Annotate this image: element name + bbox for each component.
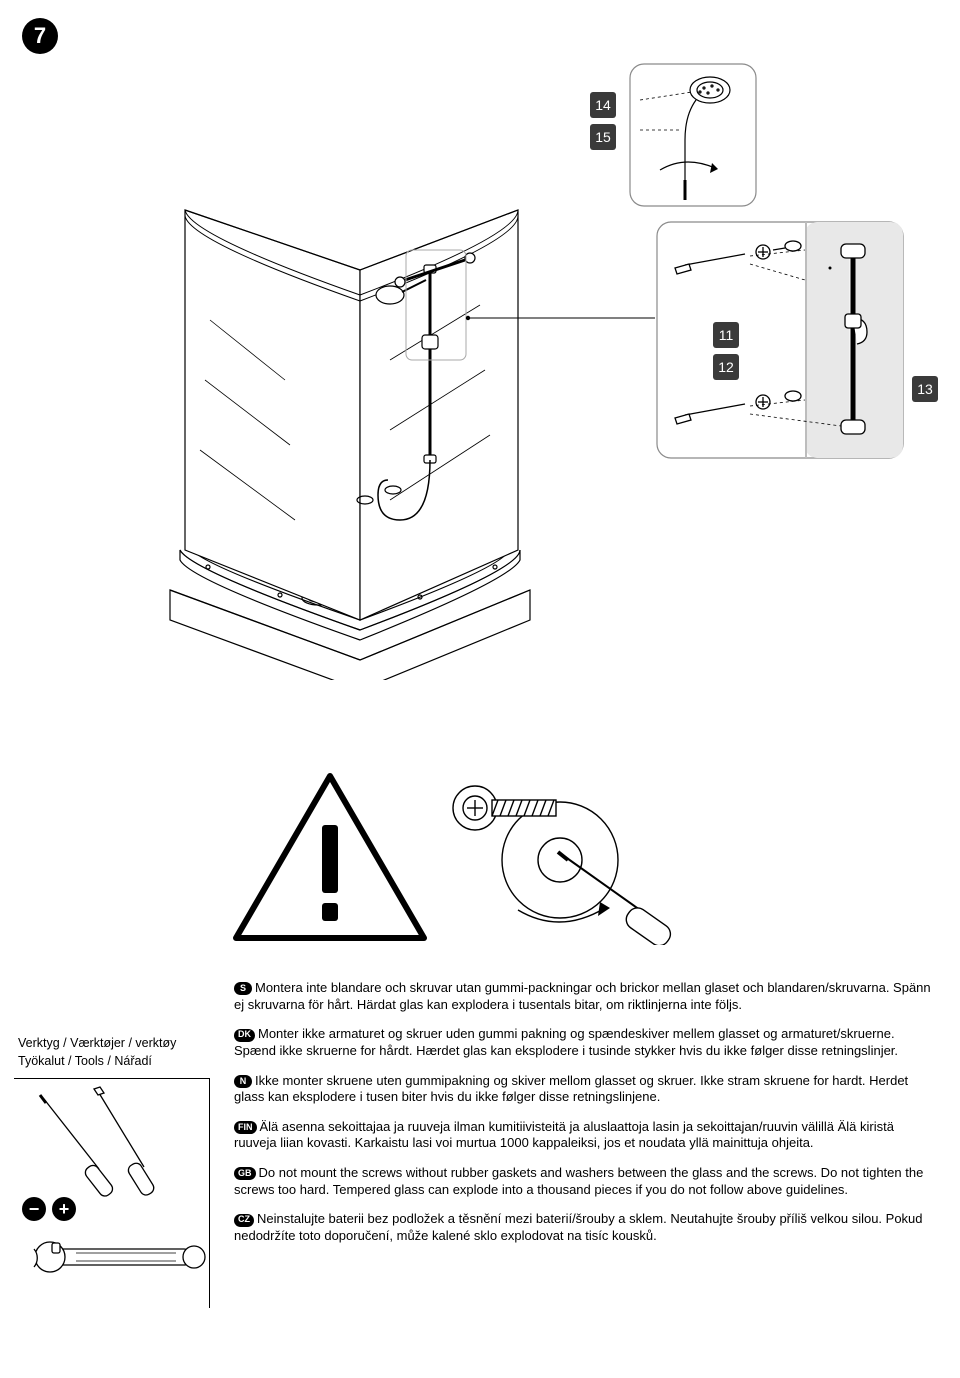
shower-cabin-illustration <box>130 120 550 680</box>
instruction-s-text: Montera inte blandare och skruvar utan g… <box>234 980 931 1012</box>
lang-pill-fin: FIN <box>234 1121 257 1134</box>
callout-15: 15 <box>590 124 616 150</box>
step-number-badge: 7 <box>22 18 58 54</box>
callout-13: 13 <box>912 376 938 402</box>
callout-14: 14 <box>590 92 616 118</box>
lang-pill-gb: GB <box>234 1167 256 1180</box>
detail-shower-head <box>600 60 760 210</box>
instructions-panel: SMontera inte blandare och skruvar utan … <box>234 980 934 1258</box>
tools-label: Verktyg / Værktøjer / verktøy Työkalut /… <box>14 1035 214 1078</box>
instruction-n: NIkke monter skruene uten gummipakning o… <box>234 1073 934 1106</box>
callout-12: 12 <box>713 354 739 380</box>
detail-rail-mount <box>655 220 905 460</box>
instruction-fin-text: Älä asenna sekoittajaa ja ruuveja ilman … <box>234 1119 894 1151</box>
tools-illustration <box>14 1079 210 1309</box>
instruction-dk: DKMonter ikke armaturet og skruer uden g… <box>234 1026 934 1059</box>
warning-row <box>230 770 710 950</box>
lang-pill-s: S <box>234 982 252 995</box>
instruction-gb-text: Do not mount the screws without rubber g… <box>234 1165 923 1197</box>
instruction-gb: GBDo not mount the screws without rubber… <box>234 1165 934 1198</box>
instruction-fin: FINÄlä asenna sekoittajaa ja ruuveja ilm… <box>234 1119 934 1152</box>
minus-icon: − <box>22 1197 46 1221</box>
warning-triangle-icon <box>230 770 430 945</box>
screwdriver-polarity: − + <box>22 1197 76 1221</box>
assembly-diagram: 14 15 <box>130 60 910 690</box>
instruction-s: SMontera inte blandare och skruvar utan … <box>234 980 934 1013</box>
callout-11: 11 <box>713 322 739 348</box>
instruction-dk-text: Monter ikke armaturet og skruer uden gum… <box>234 1026 898 1058</box>
tools-panel: Verktyg / Værktøjer / verktøy Työkalut /… <box>14 1035 214 1308</box>
screw-washer-illustration <box>440 770 700 945</box>
tools-label-line2: Työkalut / Tools / Nářadí <box>18 1053 210 1071</box>
lang-pill-n: N <box>234 1075 252 1088</box>
lang-pill-cz: CZ <box>234 1214 254 1227</box>
tools-label-line1: Verktyg / Værktøjer / verktøy <box>18 1035 210 1053</box>
lang-pill-dk: DK <box>234 1029 255 1042</box>
instruction-n-text: Ikke monter skruene uten gummipakning og… <box>234 1073 908 1105</box>
instruction-cz-text: Neinstalujte baterii bez podložek a těsn… <box>234 1211 923 1243</box>
plus-icon: + <box>52 1197 76 1221</box>
instruction-cz: CZNeinstalujte baterii bez podložek a tě… <box>234 1211 934 1244</box>
tools-box: − + <box>14 1078 210 1308</box>
